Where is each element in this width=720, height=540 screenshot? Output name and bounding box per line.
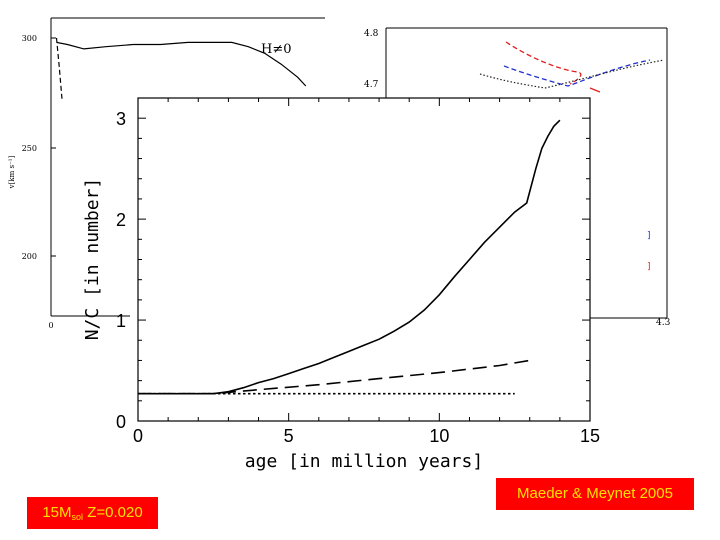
bg-left-ytick-300: 300 — [22, 34, 37, 43]
bg-right-red-stub — [589, 87, 601, 93]
bg-right-marker-red: ] — [647, 262, 651, 272]
y-tick-label: 3 — [116, 109, 126, 129]
bg-left-annotation: H≠0 — [261, 42, 292, 57]
y-tick-label: 0 — [116, 412, 126, 432]
bg-right-series-dotted — [479, 59, 665, 89]
main-y-axis-label: N/C [in number] — [82, 178, 103, 341]
background-plot-left: 300 250 200 0 v[km s⁻¹] H≠0 — [8, 17, 325, 330]
main-x-axis-label: age [in million years] — [245, 451, 483, 472]
bg-right-ytick-4.3: 4.3 — [656, 318, 671, 328]
bg-right-ytick-4.7: 4.7 — [364, 80, 379, 90]
main-plot-series — [138, 119, 561, 395]
series-line-solid — [138, 119, 561, 395]
bg-left-ytick-200: 200 — [22, 252, 37, 261]
main-plot-ticks: 0 5 10 15 0 1 2 3 — [116, 98, 600, 446]
bg-left-xtick-0: 0 — [48, 321, 53, 330]
mass-caption: 15Msol Z=0.020 — [27, 497, 158, 529]
bg-left-ytick-250: 250 — [22, 144, 37, 153]
main-plot-background — [138, 98, 590, 421]
x-tick-label: 15 — [580, 426, 600, 446]
bg-right-marker-blue: ] — [647, 231, 651, 241]
x-tick-label: 5 — [284, 426, 294, 446]
x-tick-label: 0 — [133, 426, 143, 446]
mass-caption-subscript: sol — [71, 512, 84, 522]
bg-right-ytick-4.8: 4.8 — [364, 29, 379, 39]
bg-left-series-solid — [56, 41, 307, 87]
citation-caption: Maeder & Meynet 2005 — [496, 478, 694, 510]
main-plot: 0 5 10 15 0 1 2 3 age [in million years] N/C [i… — [82, 97, 600, 472]
background-plot-right: 4.8 4.7 4.3 ] ] — [364, 27, 671, 328]
bg-left-y-label: v[km s⁻¹] — [8, 155, 16, 189]
y-tick-label: 1 — [116, 311, 126, 331]
x-tick-label: 10 — [429, 426, 449, 446]
bg-left-series-dashed — [55, 37, 63, 100]
y-tick-label: 2 — [116, 210, 126, 230]
bg-right-series-red — [505, 41, 582, 85]
series-line-dashed — [138, 359, 530, 395]
mass-caption-prefix: 15M — [42, 504, 72, 521]
bg-right-series-blue — [503, 59, 651, 87]
mass-caption-suffix: Z=0.020 — [83, 504, 143, 521]
